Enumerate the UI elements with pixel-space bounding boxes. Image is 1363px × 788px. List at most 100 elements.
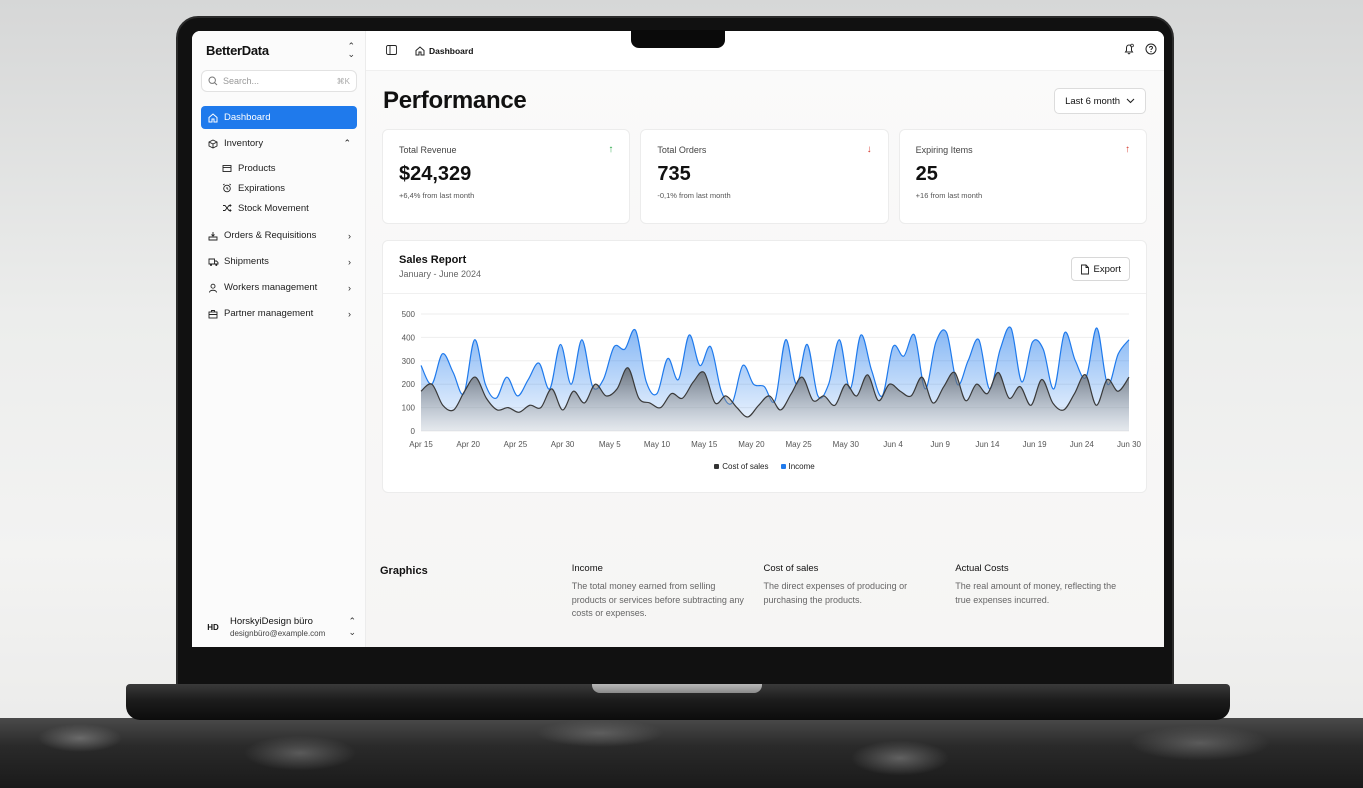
date-range-select[interactable]: Last 6 month — [1054, 88, 1146, 114]
search-shortcut: ⌘K — [336, 76, 350, 86]
search-input[interactable]: Search... ⌘K — [201, 70, 357, 92]
glossary-text: The direct expenses of producing or purc… — [763, 581, 908, 605]
glossary-text: The real amount of money, reflecting the… — [955, 581, 1117, 605]
truck-icon — [207, 256, 219, 268]
sidebar-item-label: Orders & Requisitions — [224, 230, 317, 241]
glossary-cost-of-sales: Cost of sales The direct expenses of pro… — [764, 563, 956, 621]
sidebar-item-orders[interactable]: Orders & Requisitions › — [201, 224, 357, 247]
x-tick-label: May 5 — [599, 440, 621, 449]
chevron-up-down-icon[interactable]: ⌃ ⌄ — [347, 41, 355, 59]
kpi-change: -0,1% from last month — [657, 191, 731, 200]
sidebar-item-workers[interactable]: Workers management › — [201, 276, 357, 299]
chevron-up-icon[interactable]: ⌃ — [343, 138, 351, 148]
sidebar-item-label: Workers management — [224, 282, 318, 293]
kpi-change: +16 from last month — [915, 191, 983, 200]
package-icon — [221, 162, 233, 174]
export-button[interactable]: Export — [1070, 257, 1130, 281]
sidebar-subitem-label: Products — [238, 162, 276, 174]
legend-label: Cost of sales — [722, 462, 769, 471]
x-tick-label: Jun 9 — [930, 440, 950, 449]
kpi-value: $24,329 — [399, 163, 472, 185]
user-icon — [207, 282, 219, 294]
sidebar-item-inventory[interactable]: Inventory ⌃ — [201, 132, 357, 155]
breadcrumb-label: Dashboard — [429, 45, 474, 56]
x-tick-label: Apr 30 — [551, 440, 575, 449]
sidebar-subitem-products[interactable]: Products — [221, 158, 365, 178]
arrow-up-icon: ↑ — [1124, 144, 1130, 155]
x-tick-label: May 20 — [738, 440, 765, 449]
shuffle-icon — [221, 202, 233, 214]
glossary-income: Income The total money earned from selli… — [572, 563, 764, 621]
sidebar-item-partners[interactable]: Partner management › — [201, 302, 357, 325]
legend-item-income: Income — [780, 462, 815, 471]
glossary-text: The total money earned from selling prod… — [571, 581, 744, 618]
stone-pedestal — [0, 718, 1363, 788]
chevron-down-icon — [1126, 98, 1135, 104]
search-icon — [208, 76, 218, 86]
kpi-card-expiring: Expiring Items 25 +16 from last month ↑ — [898, 129, 1147, 224]
sidebar-item-label: Dashboard — [224, 112, 271, 123]
income-line — [420, 326, 1130, 405]
x-tick-label: May 10 — [644, 440, 671, 449]
sidebar-subitem-label: Expirations — [238, 182, 285, 194]
y-tick-label: 100 — [402, 404, 416, 413]
chevron-right-icon[interactable]: › — [348, 308, 351, 319]
workspace-switcher[interactable]: BetterData ⌃ ⌄ — [192, 31, 365, 61]
sidebar-subitem-expirations[interactable]: Expirations — [221, 178, 365, 198]
kpi-label: Total Revenue — [399, 145, 457, 155]
chevron-right-icon[interactable]: › — [348, 230, 351, 241]
arrow-down-icon: ↓ — [866, 144, 872, 155]
sales-report-card: Sales Report January - June 2024 Export … — [382, 240, 1147, 493]
sidebar: BetterData ⌃ ⌄ Search... ⌘K Dashboard Inv… — [192, 31, 366, 647]
laptop-screen: BetterData ⌃ ⌄ Search... ⌘K Dashboard Inv… — [192, 31, 1164, 647]
chevron-right-icon[interactable]: › — [348, 282, 351, 293]
date-range-label: Last 6 month — [1065, 95, 1120, 107]
glossary-heading: Actual Costs — [955, 563, 1009, 574]
camera-notch — [631, 30, 725, 48]
x-tick-label: Jun 14 — [975, 440, 1000, 449]
y-tick-label: 500 — [402, 310, 416, 319]
brand-logo: BetterData — [206, 42, 269, 58]
sidebar-item-label: Partner management — [224, 308, 314, 319]
help-icon[interactable] — [1145, 42, 1157, 60]
sales-report-header: Sales Report January - June 2024 Export — [383, 241, 1146, 294]
page-title: Performance — [383, 87, 527, 114]
kpi-label: Expiring Items — [915, 145, 973, 155]
x-tick-label: Jun 4 — [883, 440, 903, 449]
chevron-up-down-icon[interactable]: ⌃ ⌄ — [348, 616, 356, 637]
x-tick-label: May 25 — [785, 440, 812, 449]
legend-label: Income — [788, 462, 815, 471]
x-tick-label: Jun 30 — [1117, 440, 1142, 449]
home-icon — [415, 45, 425, 55]
sidebar-subitem-stock-movement[interactable]: Stock Movement — [221, 198, 365, 218]
chevron-right-icon[interactable]: › — [348, 256, 351, 267]
kpi-card-revenue: Total Revenue $24,329 +6,4% from last mo… — [382, 129, 631, 224]
account-switcher[interactable]: HD HorskyiDesign büro designbüro@example… — [192, 607, 366, 647]
x-tick-label: Apr 20 — [456, 440, 480, 449]
y-tick-label: 300 — [402, 357, 416, 366]
page-header: Performance Last 6 month — [366, 71, 1164, 115]
sidebar-subitem-label: Stock Movement — [238, 202, 309, 214]
export-label: Export — [1093, 263, 1121, 275]
breadcrumb[interactable]: Dashboard — [415, 46, 473, 56]
sidebar-item-shipments[interactable]: Shipments › — [201, 250, 357, 273]
sales-chart: 0 100 200 300 400 500 Apr 15 Apr 20 Apr 25 Apr 30… — [383, 294, 1146, 492]
briefcase-icon — [207, 308, 219, 320]
sales-report-title: Sales Report — [399, 254, 467, 266]
kpi-card-orders: Total Orders 735 -0,1% from last month ↓ — [640, 129, 889, 224]
main-content: Dashboard Performance Last 6 month Total… — [366, 31, 1164, 647]
glossary-title: Graphics — [380, 565, 428, 577]
graphics-glossary: Graphics Income The total money earned f… — [380, 563, 1147, 621]
bell-icon[interactable] — [1123, 42, 1135, 60]
account-name: HorskyiDesign büro — [230, 616, 313, 627]
sidebar-item-label: Inventory — [224, 138, 264, 149]
sidebar-toggle-icon[interactable] — [386, 42, 397, 60]
topbar: Dashboard — [366, 31, 1164, 71]
account-email: designbüro@example.com — [230, 629, 326, 638]
chart-legend: Cost of sales Income — [383, 462, 1146, 471]
x-tick-label: May 15 — [691, 440, 718, 449]
x-tick-label: Jun 19 — [1023, 440, 1048, 449]
sidebar-nav: Dashboard Inventory ⌃ Products Expiratio… — [192, 106, 365, 325]
sidebar-item-dashboard[interactable]: Dashboard — [201, 106, 357, 129]
sales-chart-svg: 0 100 200 300 400 500 Apr 15 Apr 20 Apr 25 Apr 30… — [402, 310, 1142, 449]
